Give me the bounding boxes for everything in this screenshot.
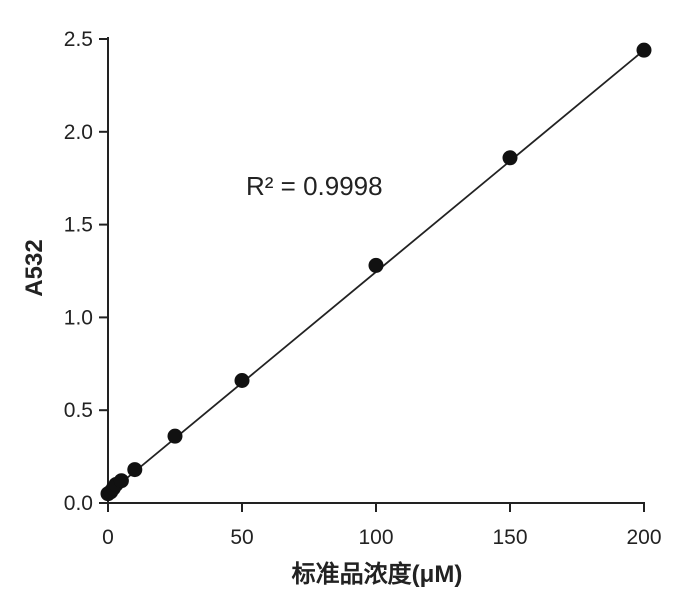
r-squared-annotation: R² = 0.9998 xyxy=(246,171,383,201)
x-tick-label: 50 xyxy=(230,526,253,549)
labels-layer: 标准品浓度(μM) A532 R² = 0.9998 xyxy=(21,171,462,588)
data-point xyxy=(368,257,384,273)
y-tick-label: 1.0 xyxy=(64,306,93,329)
y-tick-label: 0.5 xyxy=(64,399,93,422)
x-tick-label: 0 xyxy=(102,526,114,549)
y-tick-label: 1.5 xyxy=(64,214,93,237)
data-point xyxy=(502,150,518,166)
points-layer xyxy=(100,42,652,502)
y-axis-title: A532 xyxy=(21,239,48,296)
data-point xyxy=(636,42,652,58)
data-point xyxy=(234,373,250,389)
x-tick-label: 100 xyxy=(358,526,393,549)
y-tick-label: 2.5 xyxy=(64,28,93,51)
y-tick-label: 0.0 xyxy=(64,492,93,515)
x-axis-title: 标准品浓度(μM) xyxy=(292,560,463,588)
x-tick-label: 150 xyxy=(492,526,527,549)
ticks-layer: 0.0 0.5 1.0 1.5 2.0 2.5 0 50 100 150 200 xyxy=(64,28,662,549)
x-tick-label: 200 xyxy=(626,526,661,549)
y-tick-label: 2.0 xyxy=(64,121,93,144)
data-point xyxy=(167,428,183,444)
data-point xyxy=(127,462,143,478)
data-point xyxy=(113,473,129,489)
